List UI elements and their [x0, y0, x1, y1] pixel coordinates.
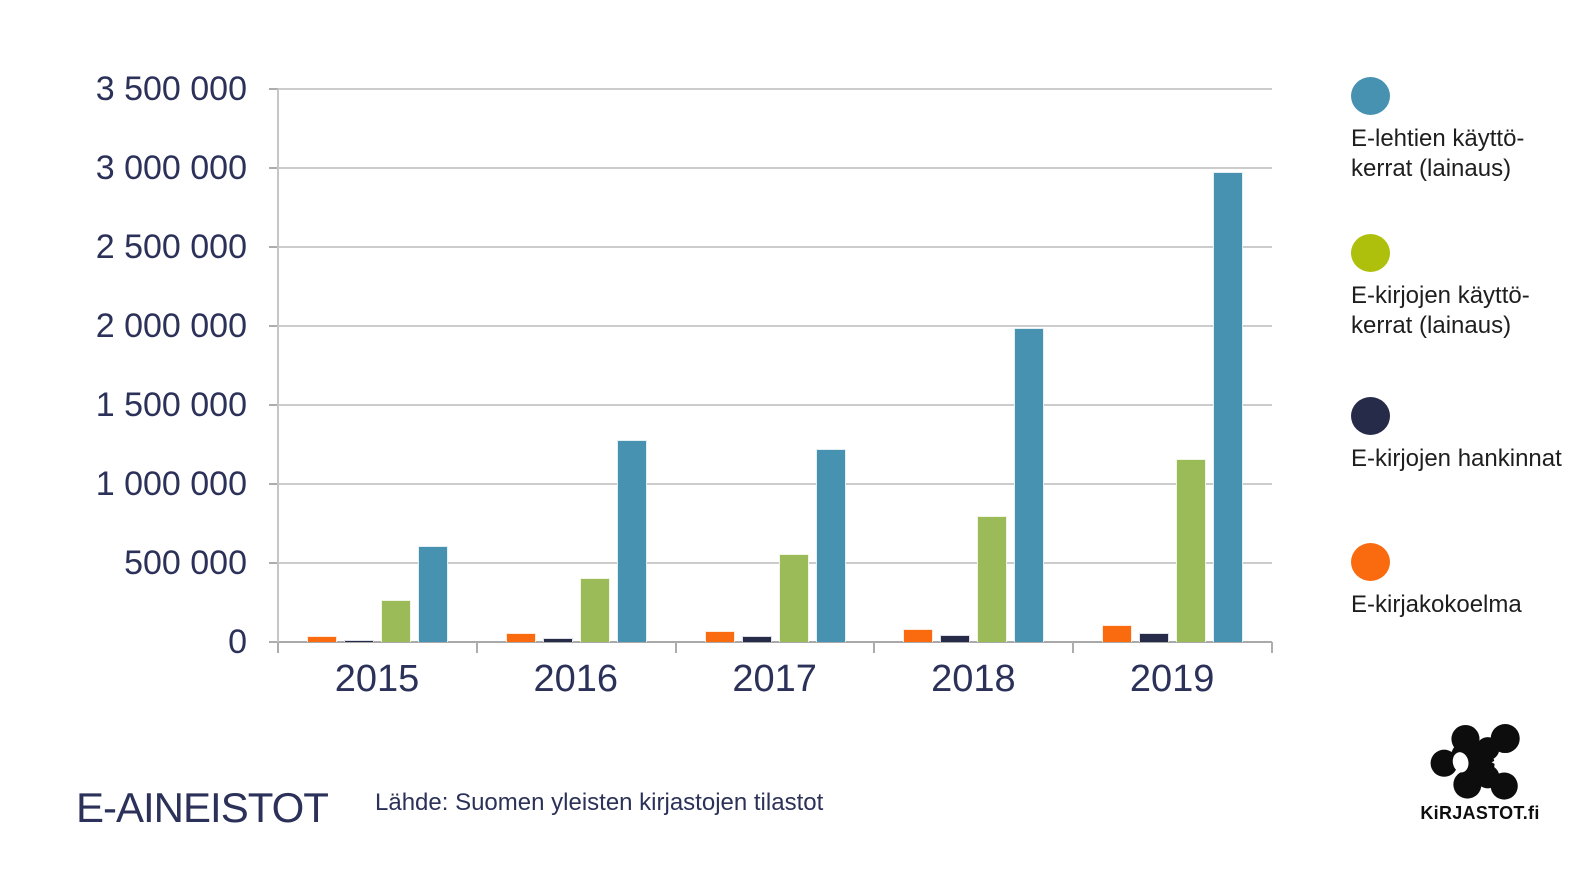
y-axis-tick: [269, 167, 278, 169]
legend-item: E-kirjakokoelma: [1351, 543, 1581, 620]
gridline: [278, 404, 1272, 406]
gridline: [278, 246, 1272, 248]
bar-2019-series-3: [1213, 172, 1243, 642]
y-axis-tick: [269, 325, 278, 327]
x-axis-label: 2016: [533, 658, 619, 700]
y-axis-tick: [269, 483, 278, 485]
legend-item: E-lehtien käyttö-kerrat (lainaus): [1351, 77, 1581, 184]
legend-item: E-kirjojen käyttö-kerrat (lainaus): [1351, 234, 1581, 341]
legend-label: kerrat (lainaus): [1351, 312, 1512, 339]
y-axis-line: [277, 89, 279, 642]
bar-2015-series-3: [418, 546, 448, 642]
y-axis-label: 2 500 000: [95, 228, 247, 266]
gridline: [278, 562, 1272, 564]
x-axis-label: 2017: [732, 658, 817, 700]
bar-2018-series-1: [940, 635, 970, 642]
bar-2017-series-1: [742, 636, 772, 642]
y-axis-label: 0: [228, 623, 247, 661]
legend-marker-icon: [1351, 543, 1390, 581]
legend-label: kerrat (lainaus): [1351, 155, 1512, 182]
x-axis-tick: [475, 642, 478, 653]
y-axis-label: 500 000: [124, 544, 247, 582]
gridline: [278, 483, 1272, 485]
bar-2019-series-1: [1139, 633, 1169, 642]
bar-2015-series-2: [381, 600, 411, 642]
bar-2019-series-0: [1102, 625, 1132, 642]
y-axis-tick: [269, 562, 278, 564]
legend-label: E-kirjakokoelma: [1351, 591, 1522, 618]
y-axis-label: 1 000 000: [95, 465, 247, 503]
x-axis-tick: [1072, 642, 1075, 653]
bar-2015-series-0: [307, 636, 337, 642]
y-axis-label: 3 000 000: [95, 149, 247, 187]
kirjastot-logo-blob: [1430, 723, 1529, 800]
x-axis-label: 2015: [334, 658, 420, 700]
y-axis-tick: [269, 88, 278, 90]
bar-2017-series-2: [779, 554, 809, 642]
bar-2016-series-0: [506, 633, 536, 642]
x-axis-line: [278, 641, 1272, 643]
bar-2018-series-0: [903, 629, 933, 642]
bar-2016-series-2: [580, 578, 610, 642]
legend-item: E-kirjojen hankinnat: [1351, 397, 1581, 474]
y-axis-tick: [269, 404, 278, 406]
bar-2018-series-3: [1014, 328, 1044, 642]
x-axis-label: 2018: [931, 658, 1016, 700]
legend-marker-icon: [1351, 234, 1390, 272]
chart-title: E-AINEISTOT: [76, 784, 329, 831]
bar-2017-series-0: [705, 631, 735, 642]
kirjastot-logo: KiRJASTOT.fi: [1418, 708, 1542, 824]
bar-2016-series-1: [543, 638, 573, 642]
bar-2018-series-2: [977, 516, 1007, 642]
x-axis-tick: [277, 642, 279, 653]
source-note: Lähde: Suomen yleisten kirjastojen tilas…: [375, 789, 824, 816]
x-axis-tick: [873, 642, 876, 653]
y-axis-tick: [269, 641, 278, 643]
y-axis-tick: [269, 246, 278, 248]
legend-label: E-kirjojen käyttö-: [1351, 282, 1530, 309]
legend-marker-icon: [1351, 397, 1390, 435]
legend-label: E-lehtien käyttö-: [1351, 125, 1525, 152]
bar-2016-series-3: [617, 440, 647, 642]
kirjastot-logo-wordmark: KiRJASTOT.fi: [1420, 803, 1540, 823]
bar-2015-series-1: [344, 640, 374, 642]
y-axis-label: 2 000 000: [95, 307, 247, 345]
x-axis-tick: [1271, 642, 1273, 653]
y-axis-label: 3 500 000: [95, 70, 247, 108]
gridline: [278, 167, 1272, 169]
gridline: [278, 325, 1272, 327]
y-axis-label: 1 500 000: [95, 386, 247, 424]
legend-marker-icon: [1351, 77, 1390, 115]
x-axis-tick: [674, 642, 677, 653]
bar-2017-series-3: [816, 449, 846, 642]
legend-label: E-kirjojen hankinnat: [1351, 445, 1562, 472]
x-axis-label: 2019: [1129, 658, 1215, 700]
gridline: [278, 88, 1272, 90]
bar-2019-series-2: [1176, 459, 1206, 642]
